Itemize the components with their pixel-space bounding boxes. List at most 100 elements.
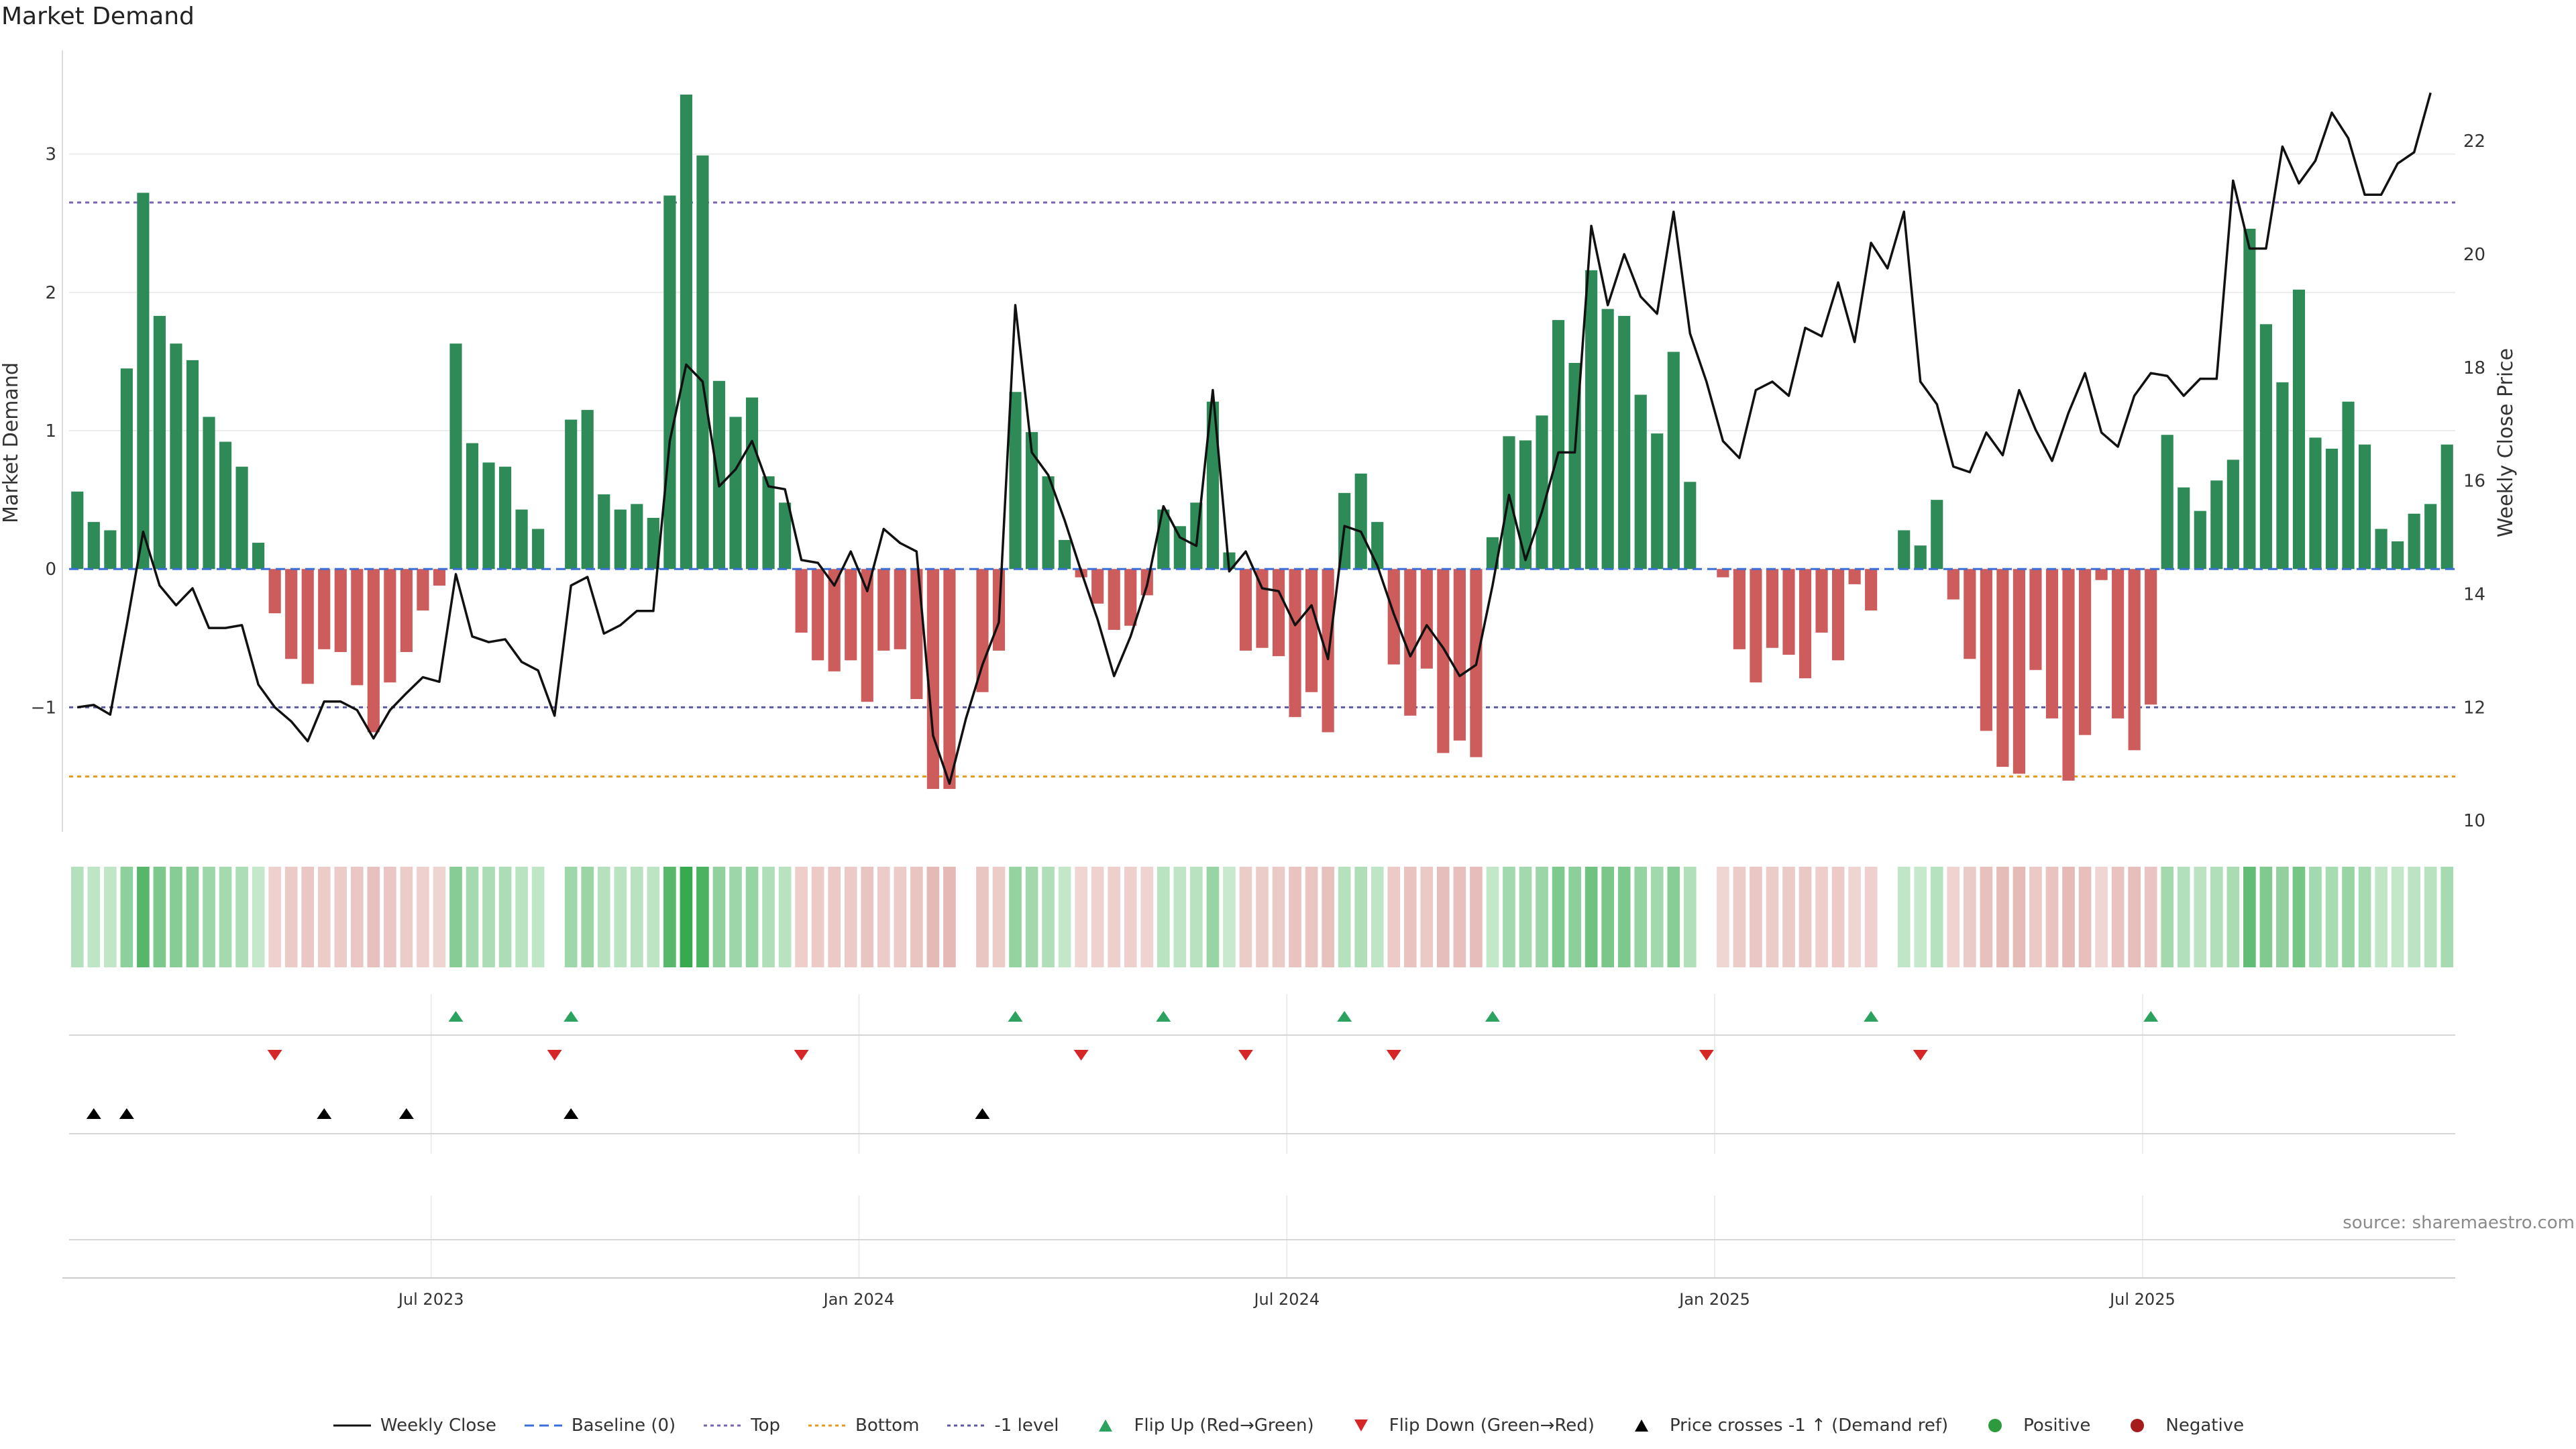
heat-strip-cell (943, 867, 956, 967)
demand-bar (1931, 500, 1943, 570)
demand-bar (153, 315, 166, 570)
demand-bar (1437, 569, 1450, 753)
legend-label: Positive (2023, 1415, 2091, 1436)
heat-strip-cell (186, 867, 199, 967)
demand-bar (1272, 569, 1285, 657)
left-axis-tick-label: 1 (45, 421, 56, 441)
demand-bar (1865, 569, 1878, 611)
heat-strip-cell (87, 867, 101, 967)
heat-strip-cell (1387, 867, 1401, 967)
demand-bar (631, 504, 643, 570)
right-axis-tick-label: 12 (2463, 698, 2485, 718)
heat-strip-cell (1256, 867, 1269, 967)
heat-strip-cell (433, 867, 446, 967)
flip-up-marker (1864, 1011, 1879, 1022)
flip-down-marker (547, 1050, 562, 1061)
demand-bar (910, 569, 923, 700)
heat-strip-cell (466, 867, 479, 967)
demand-bar (1832, 569, 1845, 661)
heat-strip-cell (301, 867, 315, 967)
heat-strip-cell (1964, 867, 1976, 967)
heat-strip-cell (1930, 867, 1943, 967)
heat-strip-cell (1420, 867, 1434, 967)
demand-bar (1486, 537, 1499, 570)
heat-strip-cell (2029, 867, 2042, 967)
demand-bar (2062, 569, 2075, 781)
heat-strip-cell (1305, 867, 1318, 967)
demand-bar (104, 530, 117, 570)
heat-strip-cell (795, 867, 808, 967)
heat-strip-cell (417, 867, 429, 967)
flip-down-marker (267, 1050, 282, 1061)
demand-bar (1305, 569, 1318, 692)
demand-bar (680, 94, 692, 570)
demand-bar (1289, 569, 1301, 717)
heat-strip-cell (1075, 867, 1087, 967)
demand-bar (367, 569, 380, 733)
heat-strip-cell (844, 867, 857, 967)
heat-strip-cell (1206, 867, 1220, 967)
demand-bar (219, 441, 232, 570)
demand-bar (1898, 530, 1911, 570)
heat-strip-cell (367, 867, 380, 967)
demand-bar (1733, 569, 1746, 649)
heat-strip-cell (1091, 867, 1104, 967)
flip-down-marker (1238, 1050, 1253, 1061)
heat-strip-cell (449, 867, 462, 967)
demand-bar (1980, 569, 1992, 731)
demand-bar (120, 368, 133, 570)
heat-strip-cell (2210, 867, 2223, 967)
heat-strip-cell (1782, 867, 1795, 967)
heat-strip-cell (1470, 867, 1483, 967)
heat-strip-cell (861, 867, 874, 967)
heat-strip-cell (2424, 867, 2437, 967)
demand-bar (1206, 401, 1219, 570)
heat-strip-cell (203, 867, 215, 967)
demand-bar (828, 569, 841, 672)
circle-icon (2131, 1419, 2145, 1432)
heat-strip-cell (1552, 867, 1565, 967)
demand-bar (137, 193, 150, 570)
demand-bar (926, 569, 939, 790)
demand-bar (712, 380, 726, 570)
source-note: source: sharemaestro.com (2343, 1213, 2575, 1233)
heat-strip-cell (2128, 867, 2141, 967)
demand-bar (2078, 569, 2092, 735)
demand-bar (2325, 448, 2339, 570)
solid-line-icon (333, 1424, 371, 1427)
demand-bar (1782, 569, 1795, 655)
legend-label: Weekly Close (380, 1415, 496, 1436)
legend-label: Top (751, 1415, 781, 1436)
heat-strip-cell (2325, 867, 2339, 967)
heat-strip-cell (1996, 867, 2009, 967)
demand-bar (433, 569, 446, 586)
demand-bar (845, 569, 857, 661)
heat-strip-cell (614, 867, 627, 967)
demand-bar (1042, 476, 1055, 570)
heat-strip-cell (2012, 867, 2026, 967)
heat-strip-cell (1025, 867, 1038, 967)
demand-bar (2259, 324, 2272, 570)
demand-bar (877, 569, 890, 651)
demand-bar (2226, 460, 2239, 570)
demand-bar (2194, 511, 2206, 570)
legend-label: Baseline (0) (571, 1415, 676, 1436)
heat-strip-cell (384, 867, 396, 967)
demand-bar (1059, 539, 1071, 570)
triangle-up-icon (1634, 1419, 1648, 1432)
demand-bar (2128, 569, 2141, 751)
chart-legend: Weekly Close Baseline (0) Top Bottom -1 leve… (0, 1415, 2576, 1436)
heat-strip-cell (1733, 867, 1746, 967)
left-axis-tick-label: −1 (31, 698, 56, 718)
right-axis-tick-label: 20 (2463, 245, 2485, 265)
demand-bar (2342, 401, 2355, 570)
heat-strip-cell (1617, 867, 1631, 967)
heat-strip-cell (1947, 867, 1960, 967)
demand-bar (1848, 569, 1861, 584)
heat-strip-cell (1453, 867, 1466, 967)
heat-strip-cell (1173, 867, 1187, 967)
demand-bar (1964, 569, 1976, 659)
heat-strip-cell (120, 867, 133, 967)
demand-bar (1503, 436, 1515, 570)
